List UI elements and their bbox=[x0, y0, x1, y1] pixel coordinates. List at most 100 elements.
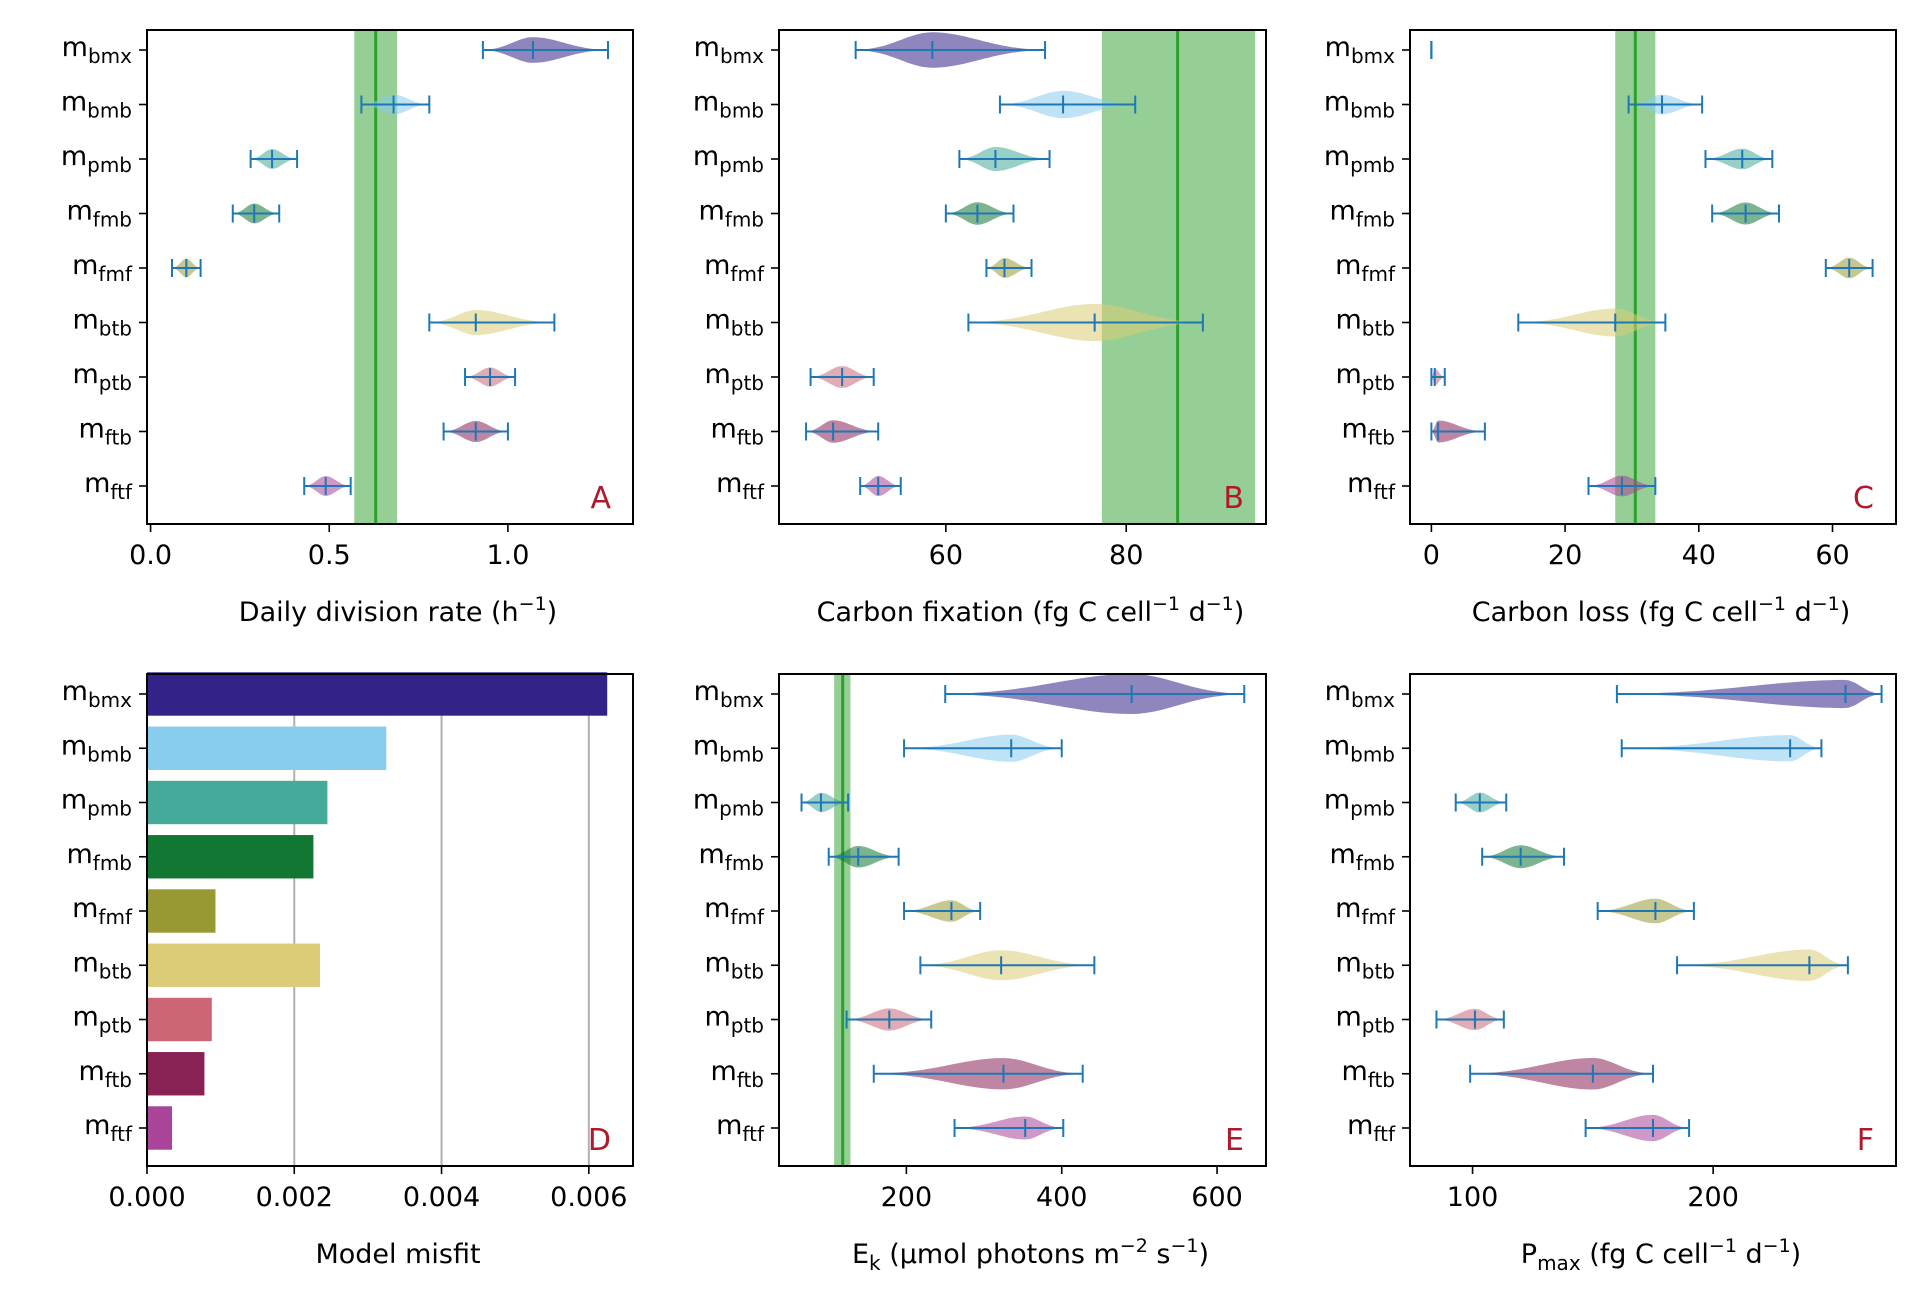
ytick-label-f-ptb: mptb bbox=[1335, 1002, 1395, 1038]
ytick-label-c-btb: mbtb bbox=[1335, 305, 1395, 341]
xtick-label-a-2: 1.0 bbox=[486, 540, 529, 571]
ytick-label-e-ftb-subscript: ftb bbox=[737, 1068, 764, 1092]
xtick-label-d-1: 0.002 bbox=[256, 1182, 333, 1213]
ytick-label-f-bmx-subscript: bmx bbox=[1351, 688, 1395, 712]
ytick-label-b-ptb-subscript: ptb bbox=[731, 371, 764, 395]
ytick-label-a-ftf-subscript: ftf bbox=[110, 480, 133, 504]
ytick-label-f-fmb-subscript: fmb bbox=[1356, 851, 1395, 875]
ytick-label-a-bmb-base: m bbox=[61, 87, 87, 118]
ytick-label-e-bmb-base: m bbox=[693, 730, 719, 761]
ytick-label-a-fmf-subscript: fmf bbox=[98, 262, 133, 286]
ytick-label-b-ptb-base: m bbox=[704, 359, 730, 390]
panel-letter-d: D bbox=[588, 1123, 611, 1158]
axes-frame-c bbox=[1409, 29, 1897, 525]
ytick-label-b-bmx-subscript: bmx bbox=[720, 44, 764, 68]
xlabel-e-mid: (μmol photons m bbox=[881, 1239, 1120, 1270]
ytick-label-b-ftb-base: m bbox=[710, 414, 736, 445]
ytick-label-a-ftf-base: m bbox=[84, 468, 110, 499]
xlabel-b-tail: ) bbox=[1234, 597, 1245, 628]
xlabel-c-superscript: −1 bbox=[1758, 593, 1786, 615]
xlabel-b-superscript2: −1 bbox=[1206, 593, 1234, 615]
xtick-label-b-1: 80 bbox=[1109, 540, 1143, 571]
xtick-label-a-1: 0.5 bbox=[308, 540, 351, 571]
xlabel-f-tail: ) bbox=[1791, 1239, 1802, 1270]
xtick-label-d-0: 0.000 bbox=[108, 1182, 185, 1213]
xlabel-f-mid2: d bbox=[1737, 1239, 1763, 1270]
xlabel-b-superscript: −1 bbox=[1152, 593, 1180, 615]
ytick-label-b-ftb-subscript: ftb bbox=[737, 426, 764, 450]
ytick-label-c-bmb-base: m bbox=[1324, 87, 1350, 118]
ytick-label-d-fmf: mfmf bbox=[72, 893, 133, 929]
ytick-label-e-fmb: mfmb bbox=[698, 839, 764, 875]
ytick-label-d-fmf-base: m bbox=[72, 893, 98, 924]
bar-d-ptb bbox=[147, 997, 212, 1042]
bar-d-ftb bbox=[147, 1052, 205, 1096]
ytick-label-b-btb: mbtb bbox=[704, 305, 764, 341]
ytick-label-b-ftf: mftf bbox=[716, 468, 765, 504]
xtick-label-a-0: 0.0 bbox=[129, 540, 172, 571]
ytick-label-f-fmf: mfmf bbox=[1335, 893, 1396, 929]
ytick-label-c-ftf: mftf bbox=[1347, 468, 1396, 504]
axes-frame-a bbox=[146, 29, 634, 525]
ytick-label-c-btb-subscript: btb bbox=[1362, 317, 1395, 341]
ytick-label-d-ftb-subscript: ftb bbox=[105, 1068, 132, 1092]
ytick-label-f-bmb-base: m bbox=[1324, 730, 1350, 761]
xlabel-f-subscript: max bbox=[1537, 1251, 1581, 1275]
ytick-label-e-pmb-subscript: pmb bbox=[719, 797, 764, 821]
ytick-label-a-ptb-subscript: ptb bbox=[99, 371, 132, 395]
ytick-label-b-fmf-subscript: fmf bbox=[730, 262, 765, 286]
ytick-label-c-ptb-subscript: ptb bbox=[1362, 371, 1395, 395]
ytick-label-e-pmb: mpmb bbox=[693, 785, 764, 821]
xlabel-b-main: Carbon fixation (fg C cell bbox=[817, 597, 1152, 628]
ytick-label-a-bmx: mbmx bbox=[62, 32, 132, 68]
ytick-label-d-bmb-base: m bbox=[61, 730, 87, 761]
ytick-label-a-bmx-subscript: bmx bbox=[88, 44, 132, 68]
ytick-label-f-ftb-base: m bbox=[1341, 1056, 1367, 1087]
xtick-label-b-0: 60 bbox=[929, 540, 963, 571]
ytick-label-e-fmf-base: m bbox=[704, 893, 730, 924]
ytick-label-b-pmb: mpmb bbox=[693, 141, 764, 177]
ytick-label-b-pmb-subscript: pmb bbox=[719, 153, 764, 177]
ytick-label-d-ftb: mftb bbox=[78, 1056, 132, 1092]
ytick-label-b-pmb-base: m bbox=[693, 141, 719, 172]
bar-d-fmf bbox=[147, 889, 216, 933]
ytick-label-a-pmb-subscript: pmb bbox=[87, 153, 132, 177]
ytick-label-c-fmf: mfmf bbox=[1335, 250, 1396, 286]
ytick-label-f-ftf-base: m bbox=[1347, 1110, 1373, 1141]
ytick-label-d-ptb: mptb bbox=[72, 1002, 132, 1038]
ytick-label-c-pmb: mpmb bbox=[1324, 141, 1395, 177]
ytick-label-e-fmf-subscript: fmf bbox=[730, 905, 765, 929]
ytick-label-e-btb-base: m bbox=[704, 947, 730, 978]
ytick-label-a-bmb: mbmb bbox=[61, 87, 132, 123]
ytick-label-f-ftb: mftb bbox=[1341, 1056, 1395, 1092]
ytick-label-c-fmf-subscript: fmf bbox=[1361, 262, 1396, 286]
ytick-label-d-ftf: mftf bbox=[84, 1110, 133, 1146]
xtick-label-c-3: 60 bbox=[1815, 540, 1849, 571]
ytick-label-e-pmb-base: m bbox=[693, 785, 719, 816]
ytick-label-f-bmx: mbmx bbox=[1325, 676, 1395, 712]
ytick-label-d-bmx-base: m bbox=[62, 676, 88, 707]
ytick-label-f-ftf: mftf bbox=[1347, 1110, 1396, 1146]
panel-letter-f: F bbox=[1857, 1123, 1874, 1158]
xlabel-f-main: P bbox=[1521, 1239, 1537, 1270]
ytick-label-c-bmb-subscript: bmb bbox=[1350, 99, 1395, 123]
ytick-label-b-fmb-base: m bbox=[698, 196, 724, 227]
ytick-label-d-ftf-subscript: ftf bbox=[110, 1122, 133, 1146]
xlabel-e: Ek (μmol photons m−2 s−1) bbox=[852, 1235, 1209, 1275]
ytick-label-b-btb-subscript: btb bbox=[731, 317, 764, 341]
ytick-label-a-ftb-base: m bbox=[78, 414, 104, 445]
bar-d-btb bbox=[147, 943, 321, 987]
ytick-label-a-ftf: mftf bbox=[84, 468, 133, 504]
ytick-label-e-fmf: mfmf bbox=[704, 893, 765, 929]
ytick-label-b-bmb: mbmb bbox=[693, 87, 764, 123]
ytick-label-d-bmb: mbmb bbox=[61, 730, 132, 766]
ytick-label-b-ftf-base: m bbox=[716, 468, 742, 499]
ytick-label-a-btb-subscript: btb bbox=[99, 317, 132, 341]
panel-letter-a: A bbox=[590, 481, 611, 516]
panel-d: mbmxmbmbmpmbmfmbmfmfmbtbmptbmftbmftf0.00… bbox=[61, 672, 634, 1270]
xlabel-e-mid2: s bbox=[1148, 1239, 1171, 1270]
ytick-label-a-pmb: mpmb bbox=[61, 141, 132, 177]
